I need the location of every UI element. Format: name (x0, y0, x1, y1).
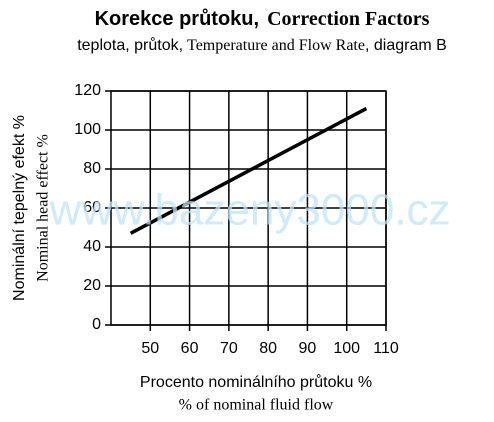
x-label: Procento nominálního průtoku % (140, 373, 372, 391)
y-tick-label: 0 (92, 316, 101, 333)
y-label: Nominální tepelný efekt % (11, 115, 28, 301)
plot-frame (110, 90, 387, 326)
y-tick-label: 80 (83, 160, 101, 177)
title: Korekce průtoku, (95, 8, 259, 30)
x-tick-label: 100 (333, 340, 360, 357)
x-tick-label: 90 (299, 340, 317, 357)
subtitle-en: Temperature and Flow Rate (187, 37, 365, 54)
y-tick-label: 20 (83, 277, 101, 294)
title-en: Correction Factors (267, 8, 430, 30)
line (129, 107, 368, 235)
y-tick-label: 120 (74, 82, 101, 99)
x-label-en: % of nominal fluid flow (179, 397, 334, 414)
chart-title: Korekce průtoku, Correction Factors (95, 8, 430, 31)
x-tick-label: 80 (259, 340, 277, 357)
chart-subtitle: teplota, průtok, Temperature and Flow Rat… (77, 36, 447, 54)
watermark: www.bazeny3000.cz (48, 186, 450, 235)
x-tick-label: 70 (220, 340, 238, 357)
y-tick-label: 100 (74, 121, 101, 138)
y-tick-label: 40 (83, 238, 101, 255)
x-tick-label: 110 (373, 340, 399, 357)
x-tick-label: 50 (141, 340, 159, 357)
subtitle-end: , diagram B (365, 37, 447, 54)
x-tick-label: 60 (181, 340, 199, 357)
y-tick-label: 60 (83, 199, 101, 216)
subtitle: teplota, průtok, (77, 36, 183, 54)
y-label-en: Nominal head effect % (35, 134, 52, 282)
